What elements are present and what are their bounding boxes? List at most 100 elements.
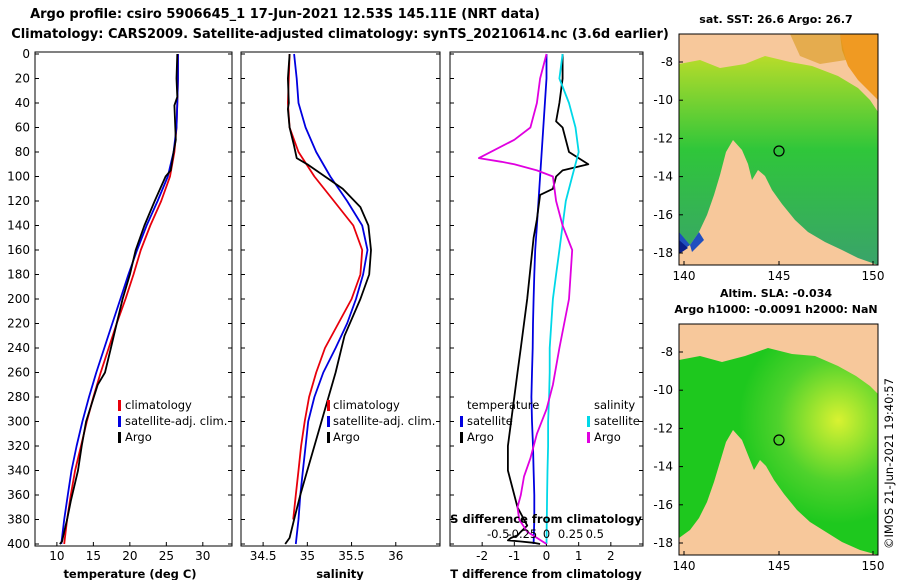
legend-argo-swatch [327, 432, 330, 443]
legend-climatology-label: climatology [333, 398, 400, 412]
legend-t-argo-swatch [460, 432, 463, 443]
series-line-argo [59, 53, 179, 545]
map-y-tick-label: -10 [653, 93, 673, 107]
salinity-xlabel: salinity [316, 567, 364, 580]
x-tick-label: 36 [388, 549, 403, 563]
legend-t-satellite-swatch [460, 416, 463, 427]
legend-t-argo-label: Argo [467, 430, 494, 444]
legend-salinity-heading: salinity [594, 398, 635, 412]
figure-title-line2: Climatology: CARS2009. Satellite-adjuste… [11, 27, 669, 42]
salinity-x-ticks: 34.5 35 35.5 36 [241, 53, 440, 563]
legend-satellite-swatch [327, 416, 330, 427]
x-tick-label: -1 [508, 549, 520, 563]
map-y-tick-label: -14 [653, 460, 673, 474]
temperature-xlabel: temperature (deg C) [63, 567, 196, 580]
legend-argo-label: Argo [333, 430, 360, 444]
map-y-tick-label: -14 [653, 170, 673, 184]
y-tick-label: 280 [7, 390, 30, 404]
sst-map: sat. SST: 26.6 Argo: 26.7 -8 -10 -12 -14 -16… [653, 13, 884, 283]
sst-map-title: sat. SST: 26.6 Argo: 26.7 [699, 13, 852, 26]
salinity-lines [284, 53, 372, 545]
temperature-axes-frame [34, 51, 233, 547]
figure-title-line1: Argo profile: csiro 5906645_1 17-Jun-202… [30, 7, 540, 22]
series-line-climatology [286, 53, 364, 520]
salinity-legend: climatology satellite-adj. clim. Argo [327, 398, 435, 444]
x-tick-label: 1 [575, 549, 583, 563]
x-tick-label: 2 [607, 549, 615, 563]
x-tick-label: -2 [476, 549, 488, 563]
legend-climatology-label: climatology [125, 398, 192, 412]
x-tick-label: 25 [159, 549, 174, 563]
y-tick-label: 320 [7, 439, 30, 453]
x-tick-label: 35.5 [338, 549, 365, 563]
difference-axes-frame [449, 51, 644, 547]
difference-x-ticks: -2 -1 0 1 2 [450, 53, 643, 563]
x-tick-label: 20 [122, 549, 137, 563]
difference-xlabel: T difference from climatology [450, 567, 642, 580]
map-x-tick-label: 150 [862, 269, 885, 283]
legend-s-satellite-swatch [587, 416, 590, 427]
series-line-t-satellite-clim [530, 54, 548, 545]
y-tick-label: 0 [22, 47, 30, 61]
y-tick-label: 400 [7, 537, 30, 551]
s-diff-tick-label: 0.25 [558, 527, 584, 541]
y-tick-label: 300 [7, 415, 30, 429]
sla-ocean-field [679, 348, 878, 555]
legend-satellite-swatch [118, 416, 121, 427]
difference-legend: temperature satellite Argo salinity sate… [460, 398, 640, 444]
x-tick-label: 10 [49, 549, 64, 563]
y-tick-label: 240 [7, 341, 30, 355]
y-tick-label: 60 [15, 121, 30, 135]
sla-map: Altim. SLA: -0.034 Argo h1000: -0.0091 h… [653, 287, 884, 573]
sst-cold-patch [679, 240, 688, 254]
temperature-panel: 0 20 40 60 80 100 120 140 160 180 200 220 240 260 280 3… [7, 47, 233, 580]
series-line-s-argo-clim [477, 53, 574, 545]
s-diff-tick-label: -0.5 [487, 527, 509, 541]
legend-s-argo-label: Argo [594, 430, 621, 444]
y-tick-label: 40 [15, 96, 30, 110]
s-diff-tick-label: 0.5 [586, 527, 604, 541]
map-y-tick-label: -10 [653, 383, 673, 397]
y-tick-label: 340 [7, 464, 30, 478]
temperature-legend: climatology satellite-adj. clim. Argo [118, 398, 227, 444]
legend-argo-swatch [118, 432, 121, 443]
legend-satellite-label: satellite-adj. clim. [125, 414, 227, 428]
sla-map-title-line1: Altim. SLA: -0.034 [720, 287, 832, 300]
y-tick-label: 100 [7, 170, 30, 184]
temperature-depth-ticks: 0 20 40 60 80 100 120 140 160 180 200 220 240 260 280 3… [7, 47, 30, 551]
salinity-axes-frame [240, 51, 441, 547]
legend-s-satellite-label: satellite [594, 414, 640, 428]
salinity-panel: 34.5 35 35.5 36 salinity climatology satell… [240, 51, 441, 580]
map-x-tick-label: 140 [673, 559, 696, 573]
series-line-s-satellite-clim [545, 53, 580, 545]
map-y-tick-label: -12 [653, 131, 673, 145]
map-y-tick-label: -18 [653, 246, 673, 260]
sla-map-title-line2: Argo h1000: -0.0091 h2000: NaN [674, 303, 877, 316]
y-tick-label: 260 [7, 366, 30, 380]
legend-t-satellite-label: satellite [467, 414, 513, 428]
imos-watermark: ©IMOS 21-Jun-2021 19:40:57 [882, 378, 896, 549]
map-y-tick-label: -8 [661, 55, 673, 69]
s-difference-label: S difference from climatology [450, 512, 642, 526]
sst-argo-location-marker [773, 145, 785, 157]
sst-warm-edge [790, 34, 846, 64]
legend-satellite-label: satellite-adj. clim. [333, 414, 435, 428]
x-tick-label: 35 [300, 549, 315, 563]
legend-climatology-swatch [327, 400, 330, 411]
map-y-tick-label: -12 [653, 421, 673, 435]
y-tick-label: 200 [7, 292, 30, 306]
map-y-tick-label: -16 [653, 208, 673, 222]
y-tick-label: 140 [7, 219, 30, 233]
map-x-tick-label: 145 [768, 269, 791, 283]
legend-s-argo-swatch [587, 432, 590, 443]
sst-warm-patch [840, 34, 878, 100]
y-tick-label: 380 [7, 513, 30, 527]
temperature-lines [59, 53, 179, 545]
map-x-tick-label: 140 [673, 269, 696, 283]
difference-panel: -2 -1 0 1 2 T difference from climatology S … [449, 51, 644, 580]
y-tick-label: 20 [15, 72, 30, 86]
series-line-argo [284, 53, 372, 545]
temperature-x-ticks: 10 15 20 25 30 [35, 53, 232, 563]
